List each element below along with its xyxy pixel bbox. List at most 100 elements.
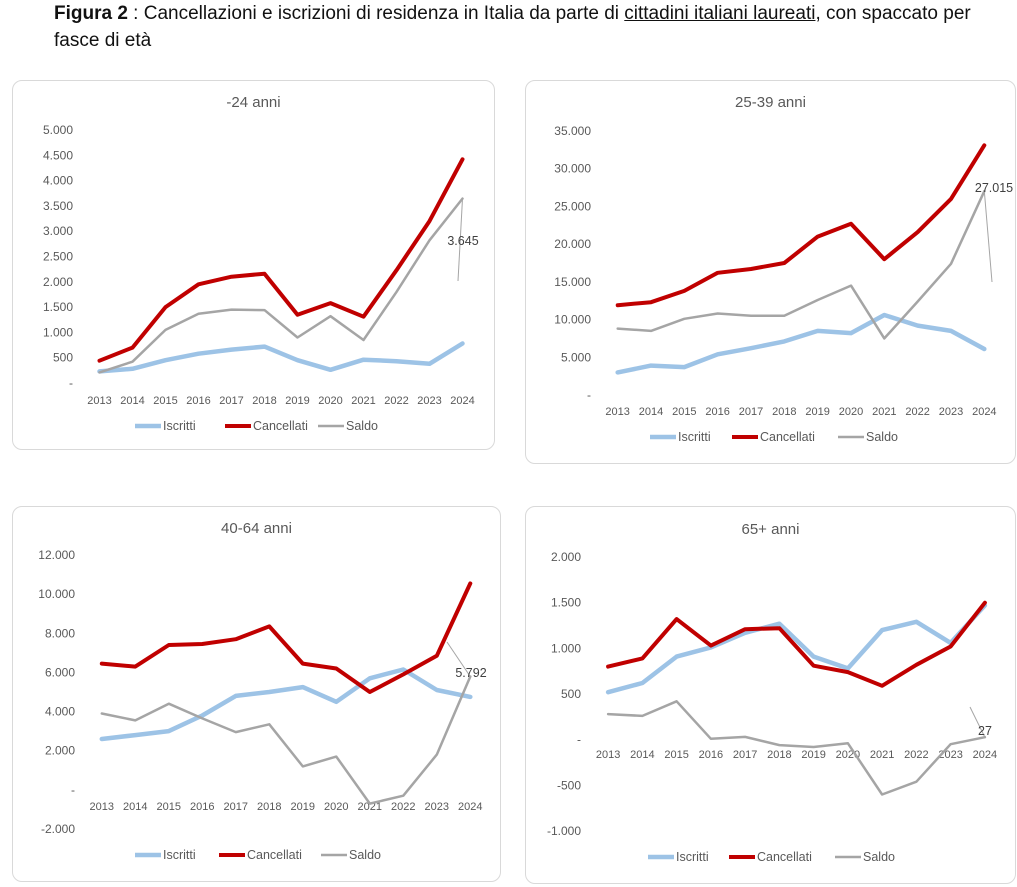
chart-title: 40-64 anni bbox=[221, 520, 292, 537]
y-tick-label: 2.000 bbox=[45, 744, 75, 758]
legend-label-cancellati: Cancellati bbox=[253, 419, 308, 433]
y-tick-label: - bbox=[71, 783, 75, 797]
x-tick-label: 2023 bbox=[425, 801, 449, 813]
annotation-leader bbox=[446, 641, 471, 677]
y-tick-label: 4.000 bbox=[43, 174, 73, 188]
y-tick-label: 5.000 bbox=[561, 350, 591, 364]
y-tick-label: 2.000 bbox=[551, 550, 581, 564]
series-line-saldo bbox=[606, 700, 987, 796]
legend-label-iscritti: Iscritti bbox=[678, 430, 711, 444]
legend-label-iscritti: Iscritti bbox=[163, 848, 196, 862]
chart-title: 25-39 anni bbox=[735, 94, 806, 111]
x-tick-label: 2024 bbox=[458, 801, 482, 813]
y-tick-label: -1.000 bbox=[547, 824, 581, 838]
x-tick-label: 2019 bbox=[801, 749, 825, 761]
x-tick-label: 2022 bbox=[905, 406, 929, 418]
chart-title: 65+ anni bbox=[742, 521, 800, 538]
legend-label-saldo: Saldo bbox=[863, 850, 895, 864]
series-line-cancellati bbox=[606, 600, 987, 688]
y-tick-label: 8.000 bbox=[45, 626, 75, 640]
x-tick-label: 2015 bbox=[153, 395, 177, 407]
caption-underlined: cittadini italiani laureati bbox=[624, 3, 816, 24]
x-tick-label: 2023 bbox=[939, 406, 963, 418]
x-tick-label: 2017 bbox=[224, 801, 248, 813]
y-tick-label: 1.500 bbox=[551, 596, 581, 610]
x-tick-label: 2018 bbox=[772, 406, 796, 418]
legend-label-saldo: Saldo bbox=[866, 430, 898, 444]
annotation-leader bbox=[983, 191, 993, 283]
x-tick-label: 2015 bbox=[664, 749, 688, 761]
chart-panel-65-plus: 65+ anni -1.000 -500-500 1.000 1.500 2.000 201… bbox=[525, 506, 1016, 884]
x-tick-label: 2018 bbox=[257, 801, 281, 813]
x-tick-label: 2023 bbox=[417, 395, 441, 407]
y-tick-label: 500 bbox=[561, 687, 581, 701]
x-tick-label: 2020 bbox=[324, 801, 348, 813]
chart-svg: 65+ anni-1.000-500-5001.0001.5002.000201… bbox=[547, 521, 997, 864]
legend-label-saldo: Saldo bbox=[349, 848, 381, 862]
y-tick-label: 500 bbox=[53, 351, 73, 365]
x-tick-label: 2016 bbox=[699, 749, 723, 761]
legend-label-cancellati: Cancellati bbox=[757, 850, 812, 864]
series-line-cancellati bbox=[99, 581, 473, 694]
y-tick-label: - bbox=[587, 388, 591, 402]
x-tick-label: 2015 bbox=[672, 406, 696, 418]
x-tick-label: 2014 bbox=[639, 406, 663, 418]
chart-panel-40-64: 40-64 anni -2.000-2.000 4.000 6.000 8.000 10.… bbox=[12, 506, 501, 882]
x-tick-label: 2016 bbox=[190, 801, 214, 813]
y-tick-label: 25.000 bbox=[554, 199, 591, 213]
caption-text-after: , con spaccato per fasce di età bbox=[54, 3, 971, 51]
y-tick-label: 4.000 bbox=[45, 705, 75, 719]
x-tick-label: 2021 bbox=[358, 801, 382, 813]
x-tick-label: 2019 bbox=[291, 801, 315, 813]
annotation-label: 3.645 bbox=[447, 234, 478, 248]
chart-panel-25-39: 25-39 anni - 5.000 10.000 15.000 20.000 25.000… bbox=[525, 80, 1016, 464]
x-tick-label: 2013 bbox=[605, 406, 629, 418]
x-tick-label: 2024 bbox=[973, 749, 997, 761]
x-tick-label: 2022 bbox=[391, 801, 415, 813]
x-tick-label: 2019 bbox=[285, 395, 309, 407]
x-tick-label: 2019 bbox=[805, 406, 829, 418]
y-tick-label: 2.500 bbox=[43, 250, 73, 264]
y-tick-label: -500 bbox=[557, 778, 581, 792]
x-tick-label: 2021 bbox=[351, 395, 375, 407]
legend-label-cancellati: Cancellati bbox=[247, 848, 302, 862]
x-tick-label: 2021 bbox=[870, 749, 894, 761]
x-tick-label: 2014 bbox=[123, 801, 147, 813]
series-line-iscritti bbox=[99, 667, 473, 742]
y-tick-label: 4.500 bbox=[43, 148, 73, 162]
y-tick-label: 5.000 bbox=[43, 123, 73, 137]
y-tick-label: 1.500 bbox=[43, 300, 73, 314]
x-tick-label: 2015 bbox=[157, 801, 181, 813]
figure-caption: Figura 2 : Cancellazioni e iscrizioni di… bbox=[54, 0, 994, 54]
annotation-leader bbox=[457, 198, 463, 282]
figure-label: Figura 2 bbox=[54, 3, 128, 24]
y-tick-label: 2.000 bbox=[43, 275, 73, 289]
x-tick-label: 2013 bbox=[87, 395, 111, 407]
y-tick-label: 3.000 bbox=[43, 224, 73, 238]
y-tick-label: 30.000 bbox=[554, 162, 591, 176]
series-line-cancellati bbox=[97, 157, 465, 363]
annotation-label: 5.792 bbox=[455, 666, 486, 680]
y-tick-label: 15.000 bbox=[554, 275, 591, 289]
chart-svg: 40-64 anni-2.000-2.0004.0006.0008.00010.… bbox=[38, 520, 486, 862]
y-tick-label: - bbox=[577, 733, 581, 747]
series-line-iscritti bbox=[615, 312, 987, 375]
x-tick-label: 2016 bbox=[186, 395, 210, 407]
y-tick-label: 1.000 bbox=[551, 641, 581, 655]
y-tick-label: 20.000 bbox=[554, 237, 591, 251]
chart-svg: 25-39 anni - 5.000 10.000 15.000 20.000 25.000… bbox=[554, 94, 1013, 444]
series-line-cancellati bbox=[615, 143, 987, 308]
x-tick-label: 2018 bbox=[767, 749, 791, 761]
y-tick-label: 1.000 bbox=[43, 325, 73, 339]
series-line-saldo bbox=[98, 197, 464, 374]
x-tick-label: 2020 bbox=[318, 395, 342, 407]
x-tick-label: 2024 bbox=[972, 406, 996, 418]
chart-panel-under-24: -24 anni - 500 1.000 1.500 2.000 2.500 3.000 3.5… bbox=[12, 80, 495, 450]
y-tick-label: - bbox=[69, 376, 73, 390]
x-tick-label: 2013 bbox=[90, 801, 114, 813]
series-line-iscritti bbox=[97, 341, 465, 374]
series-line-saldo bbox=[616, 189, 986, 340]
legend-label-saldo: Saldo bbox=[346, 419, 378, 433]
x-tick-label: 2022 bbox=[384, 395, 408, 407]
annotation-label: 27 bbox=[978, 724, 992, 738]
